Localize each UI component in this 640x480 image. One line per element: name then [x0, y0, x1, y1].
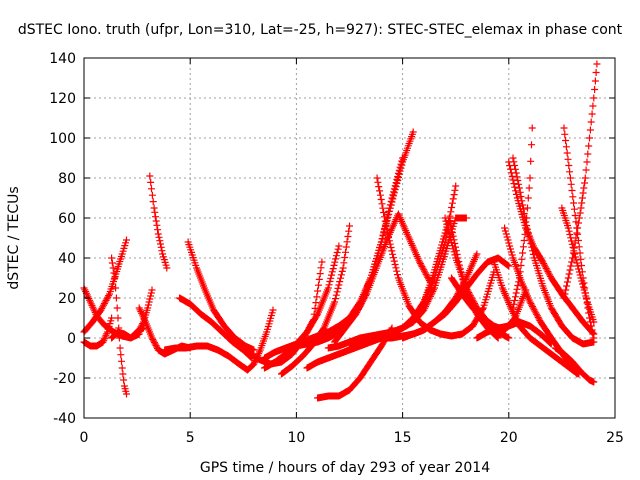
- y-tick-label: -40: [53, 411, 76, 427]
- series-markers: [131, 286, 156, 338]
- series-pass-10: [184, 238, 258, 354]
- y-axis-label: dSTEC / TECUs: [6, 186, 22, 289]
- y-tick-label: 0: [67, 331, 76, 347]
- y-tick-label: 20: [58, 291, 76, 307]
- series-markers: [552, 344, 598, 386]
- series-markers: [314, 324, 396, 402]
- y-tick-label: 60: [58, 211, 76, 227]
- x-tick-label: 5: [186, 430, 195, 446]
- x-tick-label: 15: [394, 430, 412, 446]
- plot-frame: [83, 57, 616, 419]
- y-tick-label: 40: [58, 251, 76, 267]
- series-pass-04: [108, 254, 130, 398]
- tick-layer: -40 -20 0 20 40 60 80 100 120 140 0 5 10 15 20 25: [49, 51, 624, 446]
- series-pass-22: [331, 210, 434, 346]
- series-pass-37: [473, 318, 555, 348]
- chart-title: dSTEC Iono. truth (ufpr, Lon=310, Lat=-2…: [18, 22, 623, 38]
- series-pass-36: [560, 60, 601, 302]
- x-tick-label: 0: [80, 430, 89, 446]
- series-pass-32: [509, 124, 536, 312]
- series-markers: [161, 342, 251, 374]
- series-markers: [473, 318, 555, 348]
- series-markers: [108, 254, 130, 398]
- series-markers: [505, 158, 598, 338]
- x-tick-label: 25: [606, 430, 624, 446]
- series-pass-11: [161, 342, 251, 374]
- grid-layer: [84, 58, 615, 418]
- y-tick-label: 140: [49, 51, 76, 67]
- y-tick-label: -20: [53, 371, 76, 387]
- series-markers: [558, 204, 598, 326]
- series-markers: [560, 60, 601, 302]
- x-axis-label: GPS time / hours of day 293 of year 2014: [200, 460, 490, 476]
- series-pass-06: [146, 172, 171, 272]
- series-pass-08: [131, 286, 156, 338]
- x-tick-label: 10: [287, 430, 305, 446]
- y-tick-label: 80: [58, 171, 76, 187]
- series-pass-18: [314, 324, 396, 402]
- series-pass-35: [552, 344, 598, 386]
- series-markers: [509, 124, 536, 312]
- series-markers: [331, 210, 434, 346]
- series-layer: [80, 60, 601, 402]
- series-markers: [146, 172, 171, 272]
- x-tick-label: 20: [500, 430, 518, 446]
- series-markers: [184, 238, 258, 354]
- series-pass-34: [558, 204, 598, 326]
- y-tick-label: 120: [49, 91, 76, 107]
- y-tick-label: 100: [49, 131, 76, 147]
- series-pass-30: [505, 158, 598, 338]
